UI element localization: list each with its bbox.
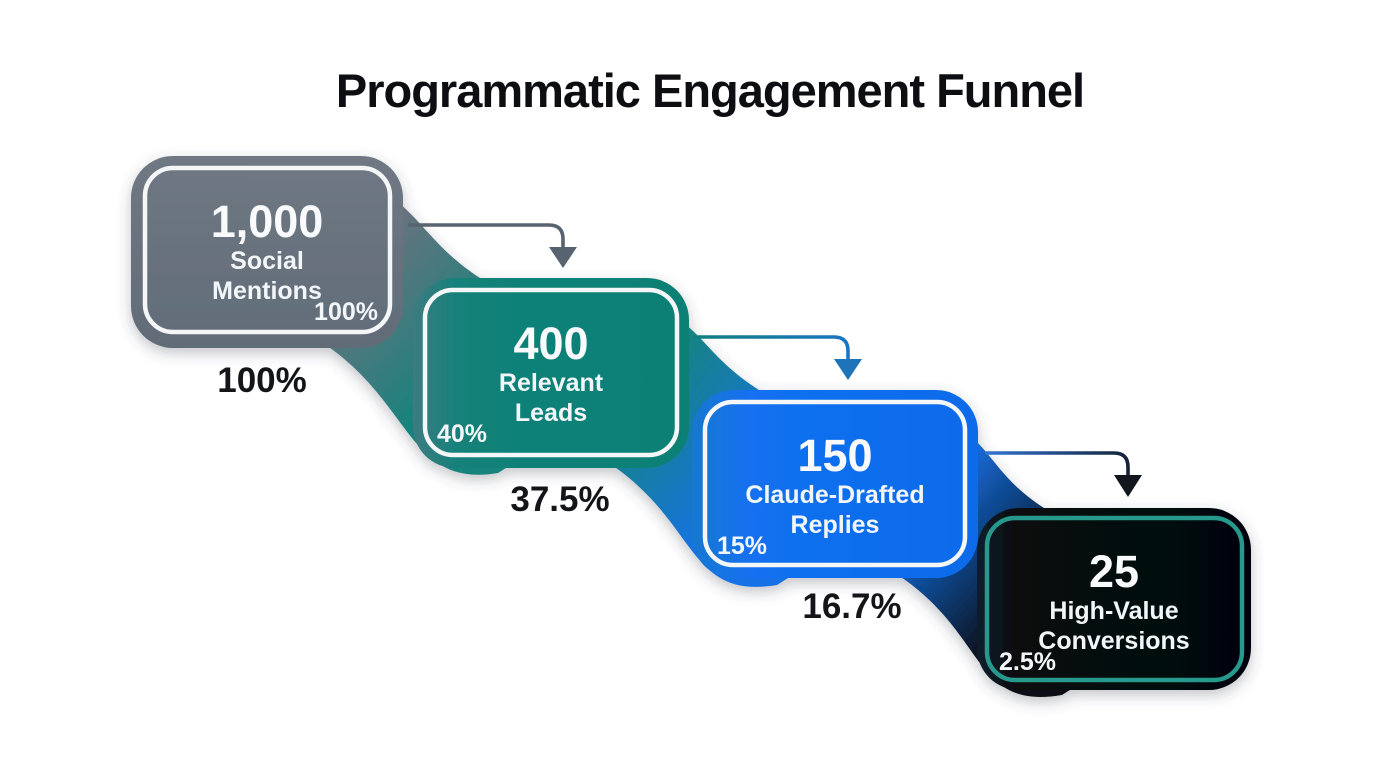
- stage-2-inside-percent: 40%: [437, 420, 487, 448]
- stage-3-border: [702, 399, 968, 568]
- stage-3-value: 150: [797, 430, 872, 481]
- stage-4-border: [984, 515, 1245, 683]
- stage-4-content: 25 High-Value Conversions 2.5%: [999, 546, 1190, 676]
- flow-arrow-2: [693, 335, 862, 380]
- flow-arrow-1-line: [408, 223, 565, 249]
- stage-2-below-percent: 37.5%: [510, 480, 609, 519]
- stage-1-value: 1,000: [211, 196, 324, 247]
- stage-4-inside-percent: 2.5%: [999, 648, 1056, 676]
- stage-1-label-line2: Mentions: [212, 277, 322, 305]
- stage-3-label-line2: Replies: [791, 511, 880, 539]
- stage-2-border: [422, 287, 680, 458]
- stage-4-blob: [977, 508, 1251, 690]
- stage-2-blob: [413, 278, 689, 468]
- stage-3-label-line1: Claude-Drafted: [745, 481, 924, 509]
- stage-4-label-line1: High-Value: [1049, 597, 1178, 625]
- flow-arrow-3-line: [985, 451, 1130, 477]
- stage-3-below-percent: 16.7%: [802, 587, 901, 626]
- stage-2-label-line1: Relevant: [499, 369, 604, 397]
- stage-2-content: 400 Relevant Leads 40% 37.5%: [437, 318, 610, 519]
- stage-4-value: 25: [1089, 546, 1139, 597]
- flow-arrow-2-line: [693, 335, 850, 361]
- stage-1-content: 1,000 Social Mentions 100% 100%: [211, 196, 378, 400]
- stage-1-label-line1: Social: [230, 247, 304, 275]
- stage-1-below-percent: 100%: [217, 361, 307, 400]
- stage-3-inside-percent: 15%: [717, 532, 767, 560]
- stage-2-value: 400: [513, 318, 588, 369]
- chart-title: Programmatic Engagement Funnel: [336, 64, 1084, 117]
- flow-arrow-1-head-icon: [549, 247, 577, 268]
- stage-3-blob: [692, 390, 978, 578]
- flow-arrow-3-head-icon: [1114, 475, 1142, 497]
- stage-1-blob: [131, 156, 403, 348]
- stage-3-content: 150 Claude-Drafted Replies 15% 16.7%: [717, 430, 925, 626]
- stage-2-label-line2: Leads: [515, 399, 587, 427]
- flow-arrow-2-head-icon: [834, 359, 862, 380]
- flow-arrow-1: [408, 223, 577, 268]
- stage-1-border: [142, 165, 393, 335]
- flow-arrow-3: [985, 451, 1142, 497]
- stage-4-label-line2: Conversions: [1038, 627, 1189, 655]
- stage-1-inside-percent: 100%: [314, 298, 378, 326]
